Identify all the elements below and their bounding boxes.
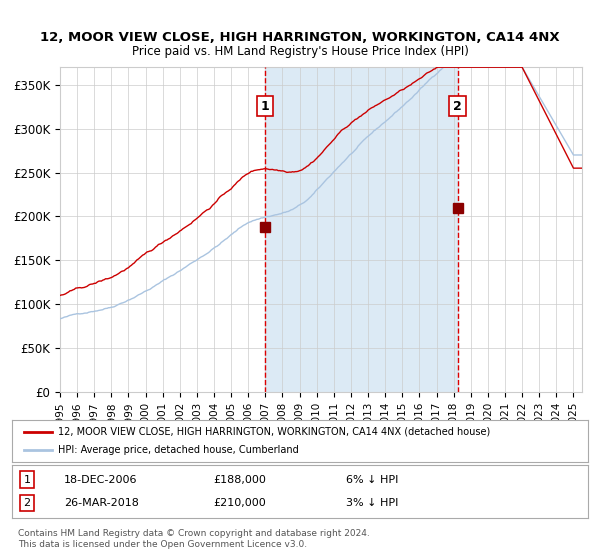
Text: Contains HM Land Registry data © Crown copyright and database right 2024.
This d: Contains HM Land Registry data © Crown c…: [18, 529, 370, 549]
Text: 2: 2: [453, 100, 462, 113]
Text: 2: 2: [23, 498, 31, 508]
Text: £210,000: £210,000: [214, 498, 266, 508]
Text: 6% ↓ HPI: 6% ↓ HPI: [346, 475, 398, 485]
Text: £188,000: £188,000: [214, 475, 266, 485]
Text: 26-MAR-2018: 26-MAR-2018: [64, 498, 139, 508]
Text: 18-DEC-2006: 18-DEC-2006: [64, 475, 137, 485]
Text: 12, MOOR VIEW CLOSE, HIGH HARRINGTON, WORKINGTON, CA14 4NX (detached house): 12, MOOR VIEW CLOSE, HIGH HARRINGTON, WO…: [58, 427, 490, 437]
Bar: [265, 67, 458, 392]
Text: HPI: Average price, detached house, Cumberland: HPI: Average price, detached house, Cumb…: [58, 445, 299, 455]
Text: Price paid vs. HM Land Registry's House Price Index (HPI): Price paid vs. HM Land Registry's House …: [131, 45, 469, 58]
Text: 1: 1: [260, 100, 269, 113]
Text: 3% ↓ HPI: 3% ↓ HPI: [346, 498, 398, 508]
Text: 1: 1: [23, 475, 31, 485]
Text: 12, MOOR VIEW CLOSE, HIGH HARRINGTON, WORKINGTON, CA14 4NX: 12, MOOR VIEW CLOSE, HIGH HARRINGTON, WO…: [40, 31, 560, 44]
